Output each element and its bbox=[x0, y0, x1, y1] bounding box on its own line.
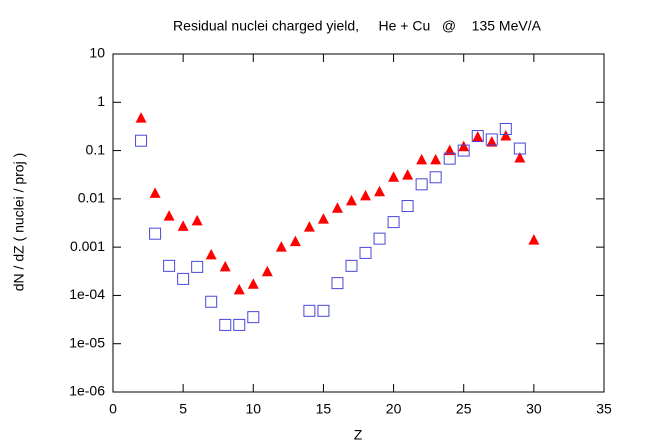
x-axis-label: Z bbox=[354, 427, 363, 443]
triangle-point bbox=[458, 140, 470, 152]
triangle-point bbox=[149, 187, 161, 198]
y-tick-label: 1e-05 bbox=[69, 334, 105, 350]
triangle-point bbox=[233, 283, 245, 295]
square-point bbox=[331, 277, 344, 290]
square-point bbox=[303, 304, 316, 317]
triangle-point bbox=[247, 278, 259, 289]
triangle-point bbox=[163, 210, 175, 221]
triangle-point bbox=[219, 260, 231, 272]
square-point bbox=[513, 142, 526, 155]
x-tick-label: 20 bbox=[386, 401, 402, 417]
triangle-point bbox=[289, 235, 301, 247]
square-point bbox=[317, 304, 330, 317]
y-tick-label: 1e-04 bbox=[69, 286, 105, 302]
chart-title: Residual nuclei charged yield, He + Cu @… bbox=[173, 18, 542, 34]
x-tick-label: 10 bbox=[245, 401, 261, 417]
square-point bbox=[485, 133, 498, 146]
x-tick-label: 0 bbox=[109, 401, 117, 417]
triangle-point bbox=[303, 221, 315, 232]
triangle-point bbox=[205, 248, 217, 260]
square-point bbox=[359, 246, 372, 259]
triangle-point bbox=[191, 214, 203, 226]
triangle-point bbox=[514, 152, 526, 163]
triangle-point bbox=[528, 234, 540, 245]
square-point bbox=[247, 311, 260, 324]
square-point bbox=[135, 134, 148, 147]
square-point bbox=[219, 318, 232, 331]
triangle-point bbox=[317, 213, 329, 224]
x-tick-label: 15 bbox=[316, 401, 332, 417]
y-tick-label: 10 bbox=[89, 45, 105, 61]
triangle-point bbox=[261, 265, 273, 277]
square-point bbox=[457, 144, 470, 157]
square-point bbox=[373, 232, 386, 245]
triangle-point bbox=[472, 131, 484, 142]
square-point bbox=[429, 171, 442, 184]
triangle-point bbox=[416, 153, 428, 165]
triangle-point bbox=[345, 194, 357, 206]
x-tick-label: 35 bbox=[596, 401, 612, 417]
square-point bbox=[471, 130, 484, 143]
square-point bbox=[149, 227, 162, 240]
y-axis-label: dN / dZ ( nuclei / proj ) bbox=[11, 153, 27, 292]
triangle-point bbox=[444, 144, 456, 156]
square-point bbox=[443, 152, 456, 165]
square-point bbox=[163, 259, 176, 272]
square-point bbox=[177, 272, 190, 285]
triangle-point bbox=[430, 153, 442, 165]
x-tick-label: 25 bbox=[456, 401, 472, 417]
plot-frame bbox=[112, 53, 605, 393]
triangle-point bbox=[135, 112, 147, 123]
square-point bbox=[191, 260, 204, 273]
triangle-point bbox=[275, 241, 287, 252]
y-tick-label: 0.001 bbox=[70, 238, 105, 254]
y-tick-label: 1e-06 bbox=[69, 383, 105, 399]
y-tick-label: 0.1 bbox=[86, 141, 106, 157]
triangle-point bbox=[500, 130, 512, 141]
square-point bbox=[499, 122, 512, 135]
y-tick-label: 0.01 bbox=[78, 190, 105, 206]
square-point bbox=[401, 200, 414, 213]
square-point bbox=[415, 178, 428, 191]
square-point bbox=[345, 259, 358, 272]
triangle-point bbox=[388, 171, 400, 182]
square-point bbox=[387, 216, 400, 229]
triangle-point bbox=[486, 136, 498, 147]
x-tick-label: 30 bbox=[526, 401, 542, 417]
triangle-point bbox=[402, 169, 414, 180]
triangle-point bbox=[360, 189, 372, 201]
triangle-point bbox=[374, 185, 386, 197]
x-tick-label: 5 bbox=[179, 401, 187, 417]
triangle-point bbox=[331, 202, 343, 213]
y-tick-label: 1 bbox=[97, 93, 105, 109]
triangle-point bbox=[177, 220, 189, 231]
square-point bbox=[205, 295, 218, 308]
square-point bbox=[233, 318, 246, 331]
